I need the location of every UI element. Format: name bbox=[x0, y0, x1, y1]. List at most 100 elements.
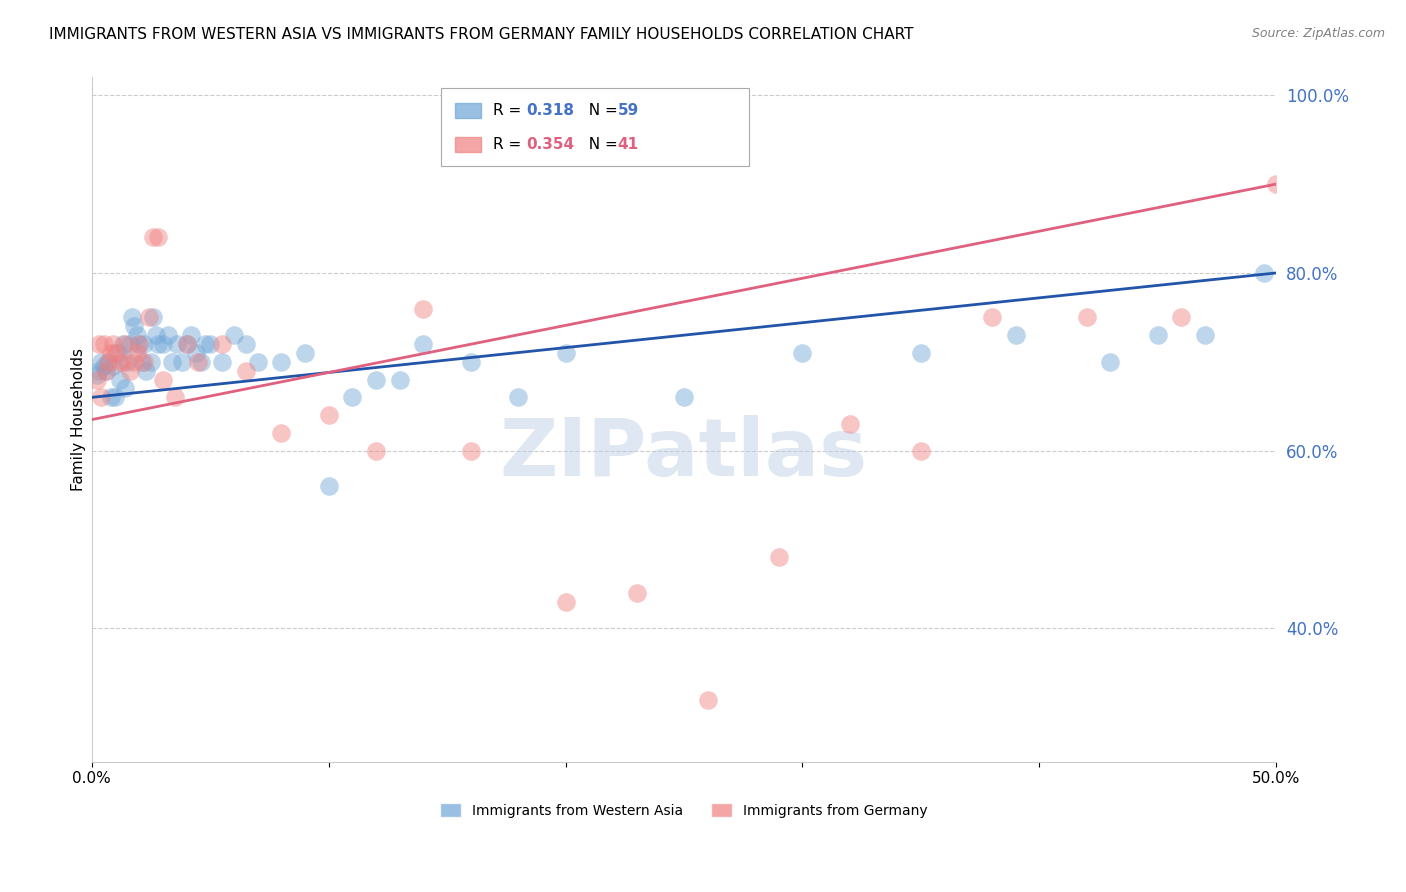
Point bbox=[176, 337, 198, 351]
Point bbox=[768, 550, 790, 565]
Point bbox=[152, 337, 174, 351]
Point bbox=[1099, 355, 1122, 369]
Text: N =: N = bbox=[578, 137, 623, 152]
Point bbox=[170, 355, 193, 369]
Point bbox=[128, 337, 150, 351]
FancyBboxPatch shape bbox=[456, 103, 481, 118]
Point bbox=[131, 355, 153, 369]
Point bbox=[124, 355, 146, 369]
Point bbox=[554, 346, 576, 360]
Point bbox=[222, 328, 245, 343]
FancyBboxPatch shape bbox=[456, 137, 481, 152]
Point bbox=[156, 328, 179, 343]
Point bbox=[246, 355, 269, 369]
Point bbox=[101, 337, 124, 351]
Point bbox=[138, 310, 160, 325]
Text: N =: N = bbox=[578, 103, 623, 118]
Point bbox=[1194, 328, 1216, 343]
Point bbox=[166, 337, 188, 351]
Point bbox=[107, 346, 129, 360]
Point bbox=[318, 408, 340, 422]
Point bbox=[101, 359, 124, 374]
Point bbox=[294, 346, 316, 360]
Point bbox=[121, 310, 143, 325]
Point bbox=[460, 355, 482, 369]
Point bbox=[139, 355, 162, 369]
Point bbox=[187, 355, 209, 369]
Point bbox=[142, 230, 165, 244]
Point bbox=[124, 319, 146, 334]
Text: 59: 59 bbox=[617, 103, 638, 118]
Point bbox=[87, 337, 110, 351]
Point bbox=[672, 390, 695, 404]
Point bbox=[146, 230, 169, 244]
Point bbox=[145, 328, 167, 343]
Point bbox=[125, 346, 148, 360]
Point bbox=[554, 595, 576, 609]
Point bbox=[696, 692, 718, 706]
Point bbox=[93, 359, 115, 374]
Text: 0.354: 0.354 bbox=[526, 137, 575, 152]
Point bbox=[412, 337, 434, 351]
Point bbox=[86, 373, 108, 387]
Point bbox=[1265, 177, 1288, 191]
Point bbox=[184, 346, 207, 360]
Point bbox=[180, 328, 202, 343]
Point bbox=[128, 337, 150, 351]
Point bbox=[364, 373, 387, 387]
Point bbox=[460, 443, 482, 458]
Text: ZIPatlas: ZIPatlas bbox=[499, 415, 868, 492]
Point bbox=[235, 364, 257, 378]
Point bbox=[1004, 328, 1026, 343]
Point bbox=[146, 337, 169, 351]
Point bbox=[104, 390, 127, 404]
Text: Source: ZipAtlas.com: Source: ZipAtlas.com bbox=[1251, 27, 1385, 40]
Point bbox=[104, 346, 127, 360]
Point bbox=[270, 425, 292, 440]
Point bbox=[94, 364, 117, 378]
Point bbox=[152, 373, 174, 387]
Point bbox=[111, 355, 134, 369]
Point bbox=[118, 337, 141, 351]
Point bbox=[1253, 266, 1275, 280]
Text: 41: 41 bbox=[617, 137, 638, 152]
FancyBboxPatch shape bbox=[441, 87, 749, 167]
Point bbox=[1170, 310, 1192, 325]
Point bbox=[100, 390, 122, 404]
Point bbox=[364, 443, 387, 458]
Point bbox=[114, 337, 136, 351]
Point bbox=[94, 364, 117, 378]
Point bbox=[114, 382, 136, 396]
Point bbox=[110, 355, 132, 369]
Point bbox=[110, 373, 132, 387]
Point bbox=[132, 355, 155, 369]
Point bbox=[838, 417, 860, 431]
Point bbox=[100, 346, 122, 360]
Point bbox=[90, 355, 112, 369]
Point bbox=[86, 368, 108, 383]
Point bbox=[111, 337, 134, 351]
Point bbox=[97, 355, 120, 369]
Point bbox=[910, 346, 932, 360]
Point bbox=[135, 364, 157, 378]
Y-axis label: Family Households: Family Households bbox=[72, 348, 86, 491]
Point bbox=[190, 355, 212, 369]
Point bbox=[342, 390, 364, 404]
Point bbox=[211, 355, 233, 369]
Point bbox=[508, 390, 530, 404]
Point bbox=[132, 337, 155, 351]
Text: R =: R = bbox=[494, 103, 526, 118]
Point bbox=[87, 364, 110, 378]
Legend: Immigrants from Western Asia, Immigrants from Germany: Immigrants from Western Asia, Immigrants… bbox=[434, 797, 934, 823]
Point bbox=[194, 337, 217, 351]
Point bbox=[176, 337, 198, 351]
Point bbox=[388, 373, 411, 387]
Point bbox=[270, 355, 292, 369]
Point bbox=[142, 310, 165, 325]
Point bbox=[626, 586, 648, 600]
Point bbox=[118, 364, 141, 378]
Text: IMMIGRANTS FROM WESTERN ASIA VS IMMIGRANTS FROM GERMANY FAMILY HOUSEHOLDS CORREL: IMMIGRANTS FROM WESTERN ASIA VS IMMIGRAN… bbox=[49, 27, 914, 42]
Point bbox=[910, 443, 932, 458]
Point bbox=[235, 337, 257, 351]
Point bbox=[792, 346, 814, 360]
